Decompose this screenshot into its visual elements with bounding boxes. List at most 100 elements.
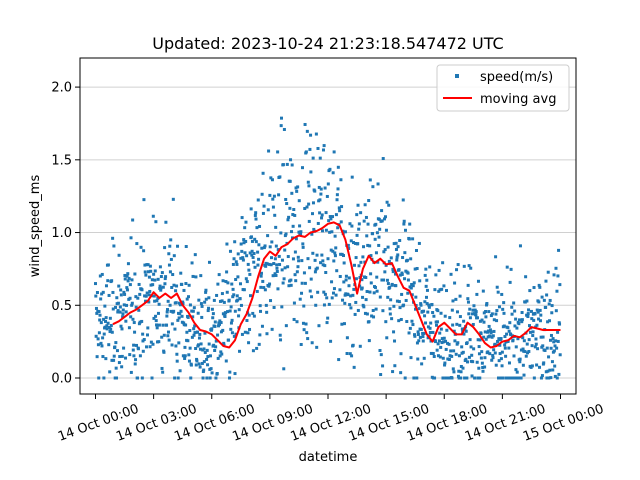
scatter-point [529,309,533,313]
scatter-point [557,372,561,376]
scatter-point [479,356,483,360]
scatter-point [491,356,495,360]
scatter-point [261,279,265,283]
scatter-point [242,238,246,242]
scatter-point [477,366,481,370]
scatter-point [149,269,153,273]
scatter-point [307,219,311,223]
scatter-point [501,376,505,380]
scatter-point [441,261,445,265]
scatter-point [110,279,114,283]
scatter-point [112,354,116,358]
scatter-point [481,369,485,373]
scatter-point [182,288,186,292]
scatter-point [406,278,410,282]
scatter-point [507,376,511,380]
scatter-point [197,343,201,347]
scatter-point [98,274,102,278]
scatter-point [389,256,393,260]
scatter-point [204,290,208,294]
scatter-point [216,356,220,360]
scatter-point [369,281,373,285]
scatter-point [149,340,153,344]
scatter-point [488,352,492,356]
scatter-point [178,312,182,316]
scatter-point [202,347,206,351]
scatter-point [191,315,195,319]
scatter-point [308,266,312,270]
scatter-point [264,303,268,307]
scatter-point [198,347,202,351]
scatter-point [138,320,142,324]
scatter-point [236,275,240,279]
scatter-point [203,300,207,304]
scatter-point [510,305,514,309]
scatter-point [145,345,149,349]
scatter-point [542,361,546,365]
scatter-point [168,244,172,248]
scatter-point [276,287,280,291]
scatter-point [240,249,244,253]
scatter-point [389,298,393,302]
scatter-point [462,264,466,268]
scatter-point [376,182,380,186]
scatter-point [477,345,481,349]
scatter-point [501,307,505,311]
scatter-point [498,352,502,356]
scatter-point [280,268,284,272]
scatter-point [539,313,543,317]
scatter-point [419,302,423,306]
scatter-point [362,245,366,249]
scatter-point [412,376,416,380]
scatter-point [515,370,519,374]
scatter-point [276,150,280,154]
scatter-point [258,333,262,337]
scatter-point [480,350,484,354]
scatter-point [447,376,451,380]
scatter-point [289,283,293,287]
scatter-point [538,319,542,323]
scatter-point [229,305,233,309]
scatter-point [176,244,180,248]
scatter-point [348,303,352,307]
scatter-point [404,298,408,302]
scatter-point [450,376,454,380]
scatter-point [514,345,518,349]
scatter-point [299,342,303,346]
scatter-point [393,364,397,368]
scatter-point [360,286,364,290]
scatter-point [173,327,177,331]
scatter-point [279,231,283,235]
scatter-point [191,309,195,313]
scatter-point [536,310,540,314]
scatter-point [484,310,488,314]
scatter-point [421,335,425,339]
scatter-point [516,337,520,341]
scatter-point [531,334,535,338]
scatter-point [187,359,191,363]
scatter-point [361,295,365,299]
scatter-point [217,273,221,277]
scatter-point [500,364,504,368]
scatter-point [555,289,559,293]
scatter-point [227,338,231,342]
scatter-point [456,341,460,345]
scatter-point [490,312,494,316]
scatter-point [401,256,405,260]
scatter-point [337,206,341,210]
scatter-point [390,282,394,286]
scatter-point [165,310,169,314]
scatter-point [378,295,382,299]
scatter-point [373,237,377,241]
scatter-point [119,324,123,328]
scatter-point [451,367,455,371]
scatter-point [152,294,156,298]
scatter-point [115,296,119,300]
scatter-point [424,284,428,288]
scatter-point [194,347,198,351]
scatter-point [523,300,527,304]
scatter-point [169,238,173,242]
scatter-point [261,171,265,175]
scatter-point [210,307,214,311]
scatter-point [170,322,174,326]
